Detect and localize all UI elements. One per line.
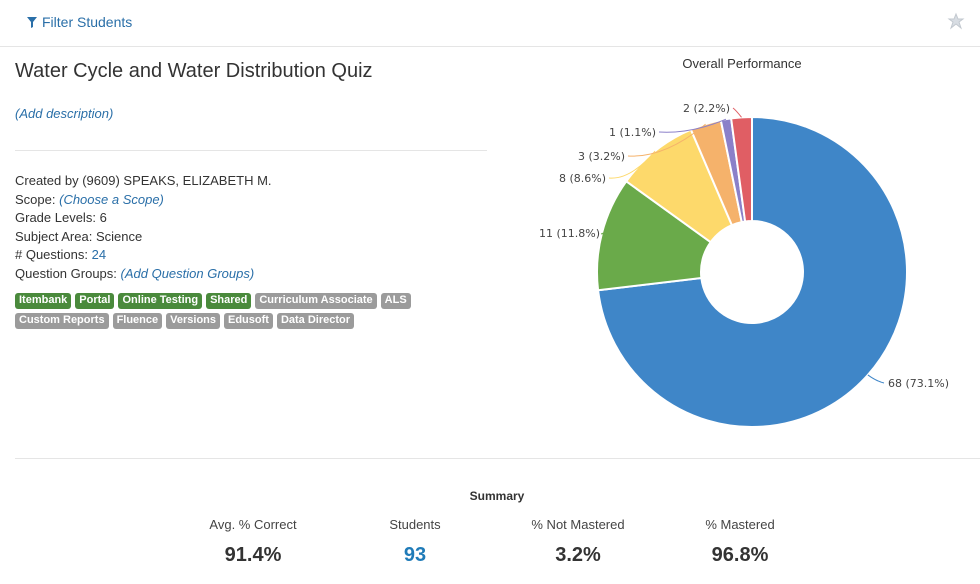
subject-area-row: Subject Area: Science [15,228,272,247]
subject-area-label: Subject Area: [15,228,93,244]
tag-custom-reports: Custom Reports [15,313,109,329]
tag-fluence: Fluence [112,313,163,329]
pie-leader-line-4 [658,118,727,133]
avg-correct-stat: Avg. % Correct 91.4% [178,517,328,567]
pie-slice-1[interactable] [596,179,713,292]
pie-leader-line-3 [627,123,706,157]
tag-online-testing: Online Testing [118,293,203,309]
students-stat: Students 93 [340,517,490,567]
mastered-value: 96.8% [711,544,769,566]
pie-label-2: 8 (8.6%) [559,172,606,185]
avg-correct-value: 91.4% [224,544,282,566]
pie-label-4: 1 (1.1%) [609,126,656,139]
scope-row: Scope: (Choose a Scope) [15,191,272,210]
add-description-link[interactable]: (Add description) [15,106,114,121]
tag-als: ALS [380,293,411,309]
students-count-link[interactable]: 93 [403,544,427,566]
tag-versions: Versions [166,313,220,329]
toolbar: Filter Students [0,0,980,47]
tag-shared: Shared [206,293,252,309]
grade-levels-value: 6 [99,210,107,225]
pie-label-1: 11 (11.8%) [539,227,600,240]
grade-levels-row: Grade Levels: 6 [15,209,272,228]
question-groups-label: Question Groups: [15,265,117,281]
overall-performance-pie-chart: 68 (73.1%) 11 (11.8%) 8 (8.6%) 3 (3.2%) 1 (1… [539,102,949,428]
pie-leader-line-5 [732,107,742,118]
tag-portal: Portal [75,293,115,309]
chart-title: Overall Performance [682,56,802,71]
divider [15,150,487,151]
grade-levels-label: Grade Levels: [15,210,96,225]
tag-list: Itembank Portal Online Testing Shared Cu… [15,293,485,333]
subject-area-value: Science [95,228,143,244]
assessment-title: Water Cycle and Water Distribution Quiz [15,60,373,82]
tag-data-director: Data Director [276,313,355,329]
questions-row: # Questions: 24 [15,246,272,265]
avg-correct-label: Avg. % Correct [209,517,297,532]
created-by-row: Created by (9609) SPEAKS, ELIZABETH M. [15,172,272,191]
tag-row-1: Itembank Portal Online Testing Shared Cu… [15,293,485,309]
not-mastered-stat: % Not Mastered 3.2% [503,517,653,567]
mastered-stat: % Mastered 96.8% [665,517,815,567]
pie-leader-line-0 [867,374,885,384]
questions-label: # Questions: [15,247,88,262]
filter-students-label: Filter Students [42,14,133,30]
scope-label: Scope: [15,191,56,207]
assessment-metadata: Created by (9609) SPEAKS, ELIZABETH M. S… [15,172,272,283]
tag-itembank: Itembank [15,293,72,309]
pie-leader-line-2 [608,150,656,179]
pie-label-0: 68 (73.1%) [888,377,949,390]
filter-students-button[interactable]: Filter Students [27,14,132,30]
mastered-label: % Mastered [705,517,775,532]
pie-label-5: 2 (2.2%) [683,102,730,115]
add-question-groups-link[interactable]: (Add Question Groups) [120,265,255,281]
questions-count-link[interactable]: 24 [91,247,107,262]
pie-leader-line-1 [601,232,604,235]
not-mastered-value: 3.2% [555,544,601,566]
pie-slice-0[interactable] [596,115,908,428]
tag-edusoft: Edusoft [224,313,273,329]
tag-row-2: Custom Reports Fluence Versions Edusoft … [15,313,485,329]
created-by-value: (9609) SPEAKS, ELIZABETH M. [82,173,272,188]
not-mastered-label: % Not Mastered [531,517,625,532]
summary-divider [15,458,980,459]
filter-icon [27,16,37,28]
students-label: Students [389,517,441,532]
question-groups-row: Question Groups: (Add Question Groups) [15,265,272,284]
summary-title: Summary [469,489,525,503]
pie-slice-5[interactable] [729,115,753,223]
pin-icon[interactable] [946,12,966,32]
choose-scope-link[interactable]: (Choose a Scope) [59,191,164,207]
tag-curriculum-associate: Curriculum Associate [255,293,377,309]
created-by-label: Created by [15,173,79,188]
pie-label-3: 3 (3.2%) [578,150,625,163]
